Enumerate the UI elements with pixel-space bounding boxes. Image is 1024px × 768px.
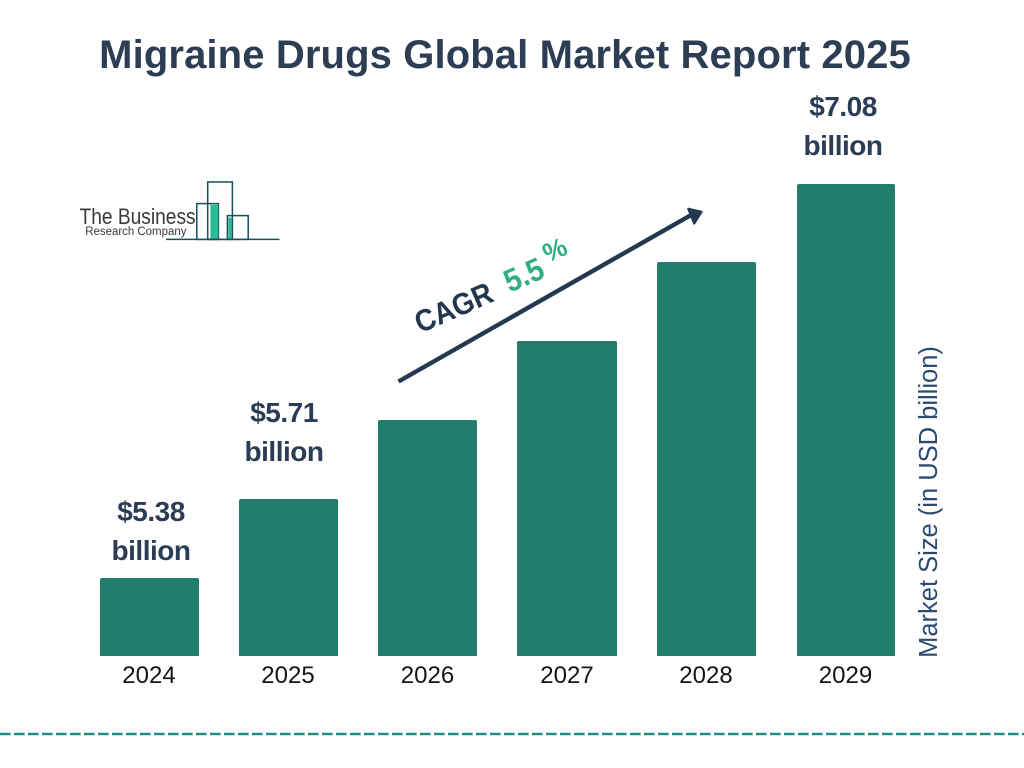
- svg-text:5.5: 5.5: [498, 250, 549, 299]
- svg-text:The Business: The Business: [80, 205, 196, 230]
- svg-text:Research Company: Research Company: [85, 224, 186, 238]
- svg-text:%: %: [538, 231, 572, 268]
